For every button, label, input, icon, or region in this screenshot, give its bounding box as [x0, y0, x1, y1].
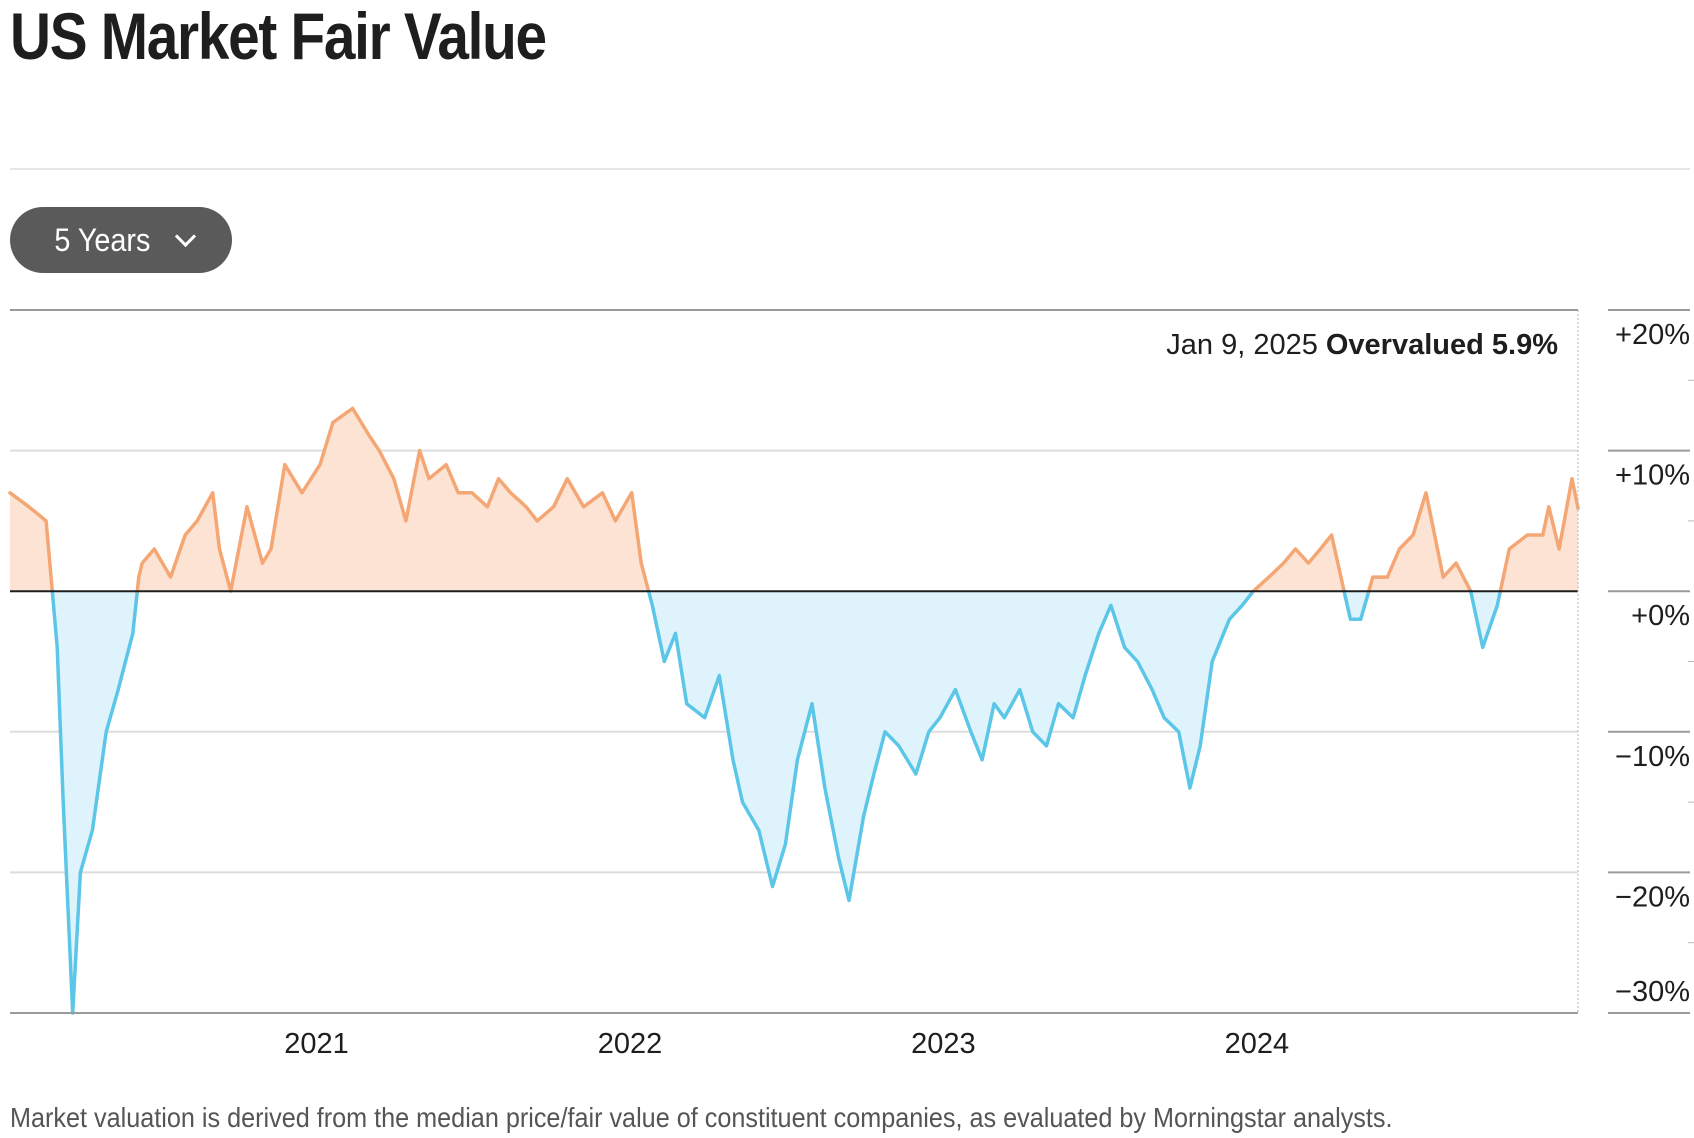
y-tick-label: −20%: [1615, 881, 1690, 913]
overvalued-line: [1251, 533, 1346, 593]
undervalued-line: [1468, 589, 1503, 650]
undervalued-line: [50, 589, 140, 1015]
overvalued-area: [1500, 478, 1578, 592]
undervalued-area: [1470, 591, 1501, 648]
y-tick-label: +0%: [1631, 600, 1690, 632]
chevron-down-icon: [174, 225, 196, 247]
y-tick-label: +20%: [1615, 319, 1690, 351]
y-axis-labels: +20% +10% +0% −10% −20% −30%: [1615, 319, 1690, 1008]
y-tick-label: +10%: [1615, 460, 1690, 492]
period-dropdown-label: 5 Years: [54, 221, 151, 258]
undervalued-area: [648, 591, 1254, 901]
series-lines: [8, 406, 1580, 1015]
overvalued-area: [1253, 535, 1345, 592]
overvalued-line: [8, 491, 55, 593]
overvalued-line: [1367, 491, 1473, 593]
undervalued-line: [1342, 589, 1371, 622]
x-axis-labels: 2021 2022 2023 2024: [284, 1028, 1289, 1060]
header-divider: [10, 168, 1690, 170]
y-tick-label: −30%: [1615, 976, 1690, 1008]
area-fills: [10, 408, 1578, 1013]
x-tick-label: 2021: [284, 1028, 349, 1060]
undervalued-line: [646, 589, 1256, 903]
overvalued-area: [137, 408, 649, 592]
readout-status: Overvalued 5.9%: [1326, 329, 1558, 361]
valuation-chart[interactable]: +20% +10% +0% −10% −20% −30% 2021 2022 2023 2024…: [0, 290, 1694, 1080]
overvalued-line: [1498, 476, 1580, 593]
overvalued-line: [135, 406, 651, 593]
axes: [10, 309, 1694, 1014]
page-title: US Market Fair Value: [10, 0, 547, 73]
readout-date: Jan 9, 2025: [1166, 329, 1318, 361]
x-tick-label: 2023: [911, 1028, 976, 1060]
x-tick-label: 2024: [1225, 1028, 1290, 1060]
x-tick-label: 2022: [598, 1028, 663, 1060]
footnote: Market valuation is derived from the med…: [10, 1102, 1393, 1133]
period-dropdown[interactable]: 5 Years: [10, 207, 232, 273]
y-tick-label: −10%: [1615, 741, 1690, 773]
overvalued-area: [1368, 492, 1471, 592]
